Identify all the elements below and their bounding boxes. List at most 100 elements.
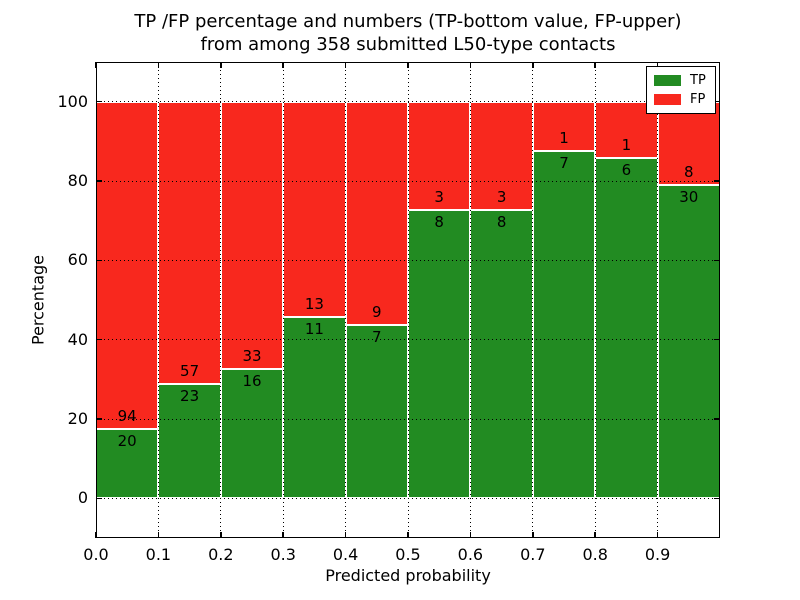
x-tick-label: 0.3: [270, 545, 296, 564]
x-tick-bottom: [407, 532, 409, 538]
x-tick-bottom: [220, 532, 222, 538]
x-tick-top: [532, 62, 534, 68]
bar-count-fp: 1: [621, 136, 632, 155]
legend-swatch-tp-icon: [654, 75, 681, 86]
y-tick-right: [714, 259, 720, 262]
bar-count-fp: 3: [496, 187, 507, 206]
bar-segment-fp: [470, 101, 533, 210]
vertical-gridline: [657, 62, 659, 538]
bar-segment-tp: [595, 158, 658, 499]
bar-segment-tp: [220, 368, 284, 499]
y-tick-label: 40: [67, 329, 88, 349]
bar-segment-tp: [408, 209, 471, 499]
bar-segment-tp: [470, 209, 533, 499]
vertical-gridline: [594, 62, 596, 538]
x-tick-bottom: [157, 532, 160, 538]
bar-count-fp: 3: [434, 187, 444, 206]
y-tick-label: 80: [67, 171, 88, 190]
bar-count-tp: 23: [180, 387, 200, 406]
x-tick-label: 0.2: [208, 545, 234, 564]
y-tick-label: 60: [67, 250, 88, 270]
bar-segment-fp: [408, 101, 471, 210]
legend-item-fp: FP: [654, 90, 709, 109]
horizontal-gridline: [96, 418, 720, 420]
vertical-gridline: [282, 62, 284, 538]
x-tick-bottom: [532, 532, 534, 538]
y-tick-label: 20: [67, 409, 88, 428]
y-tick-label: 100: [57, 91, 88, 111]
bar-segment-tp: [532, 151, 596, 499]
y-tick-left: [96, 100, 102, 103]
y-tick-left: [96, 180, 102, 182]
y-tick-left: [96, 418, 102, 420]
x-tick-top: [469, 62, 472, 68]
x-tick-label: 0.4: [332, 545, 359, 564]
chart-title-line1: TP /FP percentage and numbers (TP-bottom…: [134, 11, 682, 32]
bar-count-tp: 20: [117, 431, 137, 450]
x-tick-bottom: [656, 532, 659, 538]
legend-item-tp: TP: [654, 71, 709, 90]
bar-segment-tp: [283, 316, 346, 499]
bar-count-fp: 94: [117, 406, 137, 425]
bar-segment-fp: [283, 101, 346, 317]
x-tick-top: [594, 62, 596, 68]
x-tick-bottom: [594, 532, 596, 538]
x-tick-bottom: [95, 532, 97, 538]
horizontal-gridline: [96, 101, 720, 103]
vertical-gridline: [469, 62, 471, 538]
legend-swatch-fp-icon: [654, 94, 681, 105]
x-tick-top: [344, 62, 347, 68]
bar-count-fp: 13: [304, 294, 324, 313]
x-tick-top: [407, 62, 409, 68]
x-tick-label: 0.6: [457, 545, 484, 564]
bar-segment-tp: [657, 185, 720, 499]
x-tick-top: [282, 62, 284, 68]
y-tick-right: [714, 418, 720, 420]
x-tick-bottom: [344, 532, 347, 538]
y-tick-right: [714, 338, 720, 341]
y-tick-right: [714, 497, 720, 500]
bar-segment-tp: [96, 428, 159, 499]
x-axis-label: Predicted probability: [325, 566, 491, 585]
bar-count-tp: 6: [621, 161, 632, 180]
bar-count-tp: 8: [434, 212, 444, 231]
x-tick-top: [95, 62, 97, 68]
bar-count-tp: 8: [496, 212, 507, 231]
horizontal-gridline: [96, 339, 720, 341]
vertical-gridline: [345, 62, 347, 538]
vertical-gridline: [157, 62, 159, 538]
chart-title: TP /FP percentage and numbers (TP-bottom…: [96, 10, 720, 56]
horizontal-gridline: [96, 259, 720, 261]
bar-segment-fp: [345, 101, 408, 325]
x-tick-label: 0.9: [644, 545, 671, 564]
bar-count-fp: 1: [559, 129, 569, 148]
y-tick-left: [96, 338, 102, 341]
bar-count-tp: 30: [679, 188, 699, 207]
x-tick-label: 0.0: [83, 545, 109, 564]
x-tick-label: 0.7: [520, 545, 546, 564]
bar-segment-fp: [532, 101, 596, 152]
bar-count-tp: 11: [304, 319, 324, 338]
x-tick-label: 0.1: [145, 545, 172, 564]
bar-segment-tp: [345, 324, 408, 499]
bar-count-fp: 57: [180, 362, 200, 381]
x-tick-label: 0.8: [582, 545, 608, 564]
y-tick-left: [96, 259, 102, 262]
bar-segment-fp: [220, 101, 284, 369]
bar-count-fp: 33: [242, 346, 262, 365]
horizontal-gridline: [96, 497, 720, 499]
vertical-gridline: [220, 62, 222, 538]
x-tick-top: [220, 62, 222, 68]
legend-label-tp: TP: [690, 73, 706, 88]
bar-count-tp: 7: [372, 327, 382, 346]
bar-segment-fp: [96, 101, 159, 429]
vertical-gridline: [407, 62, 409, 538]
bar-count-tp: 16: [242, 371, 262, 390]
bar-count-fp: 9: [372, 302, 382, 321]
y-tick-left: [96, 497, 102, 500]
x-tick-label: 0.5: [395, 545, 421, 564]
bar-segment-fp: [158, 101, 221, 385]
legend: TP FP: [646, 66, 716, 114]
x-tick-bottom: [469, 532, 472, 538]
